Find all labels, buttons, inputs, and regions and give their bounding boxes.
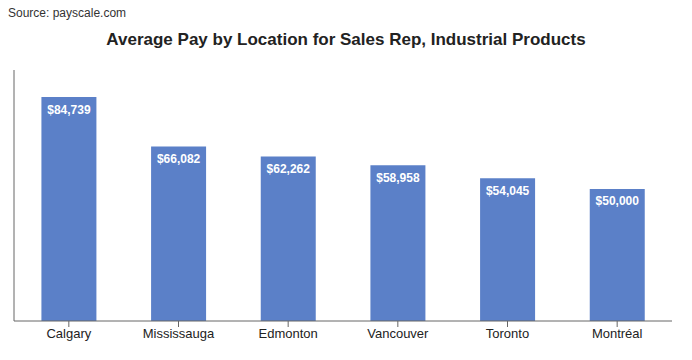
svg-text:$62,262: $62,262: [267, 162, 311, 176]
svg-text:Calgary: Calgary: [46, 326, 91, 341]
html-text:Average Pay by Location for Sa: Average Pay by Location for Sales Rep, I…: [106, 30, 586, 49]
svg-text:$84,739: $84,739: [47, 103, 91, 117]
svg-text:Mississauga: Mississauga: [143, 326, 215, 341]
svg-text:$54,045: $54,045: [486, 184, 530, 198]
svg-text:$58,958: $58,958: [376, 171, 420, 185]
svg-text:Vancouver: Vancouver: [367, 326, 429, 341]
svg-text:$66,082: $66,082: [157, 152, 201, 166]
svg-text:Toronto: Toronto: [486, 326, 529, 341]
html-text:Source: payscale.com: Source: payscale.com: [8, 6, 127, 20]
svg-text:$50,000: $50,000: [596, 194, 640, 208]
svg-text:Montréal: Montréal: [592, 326, 643, 341]
svg-text:Edmonton: Edmonton: [259, 326, 318, 341]
